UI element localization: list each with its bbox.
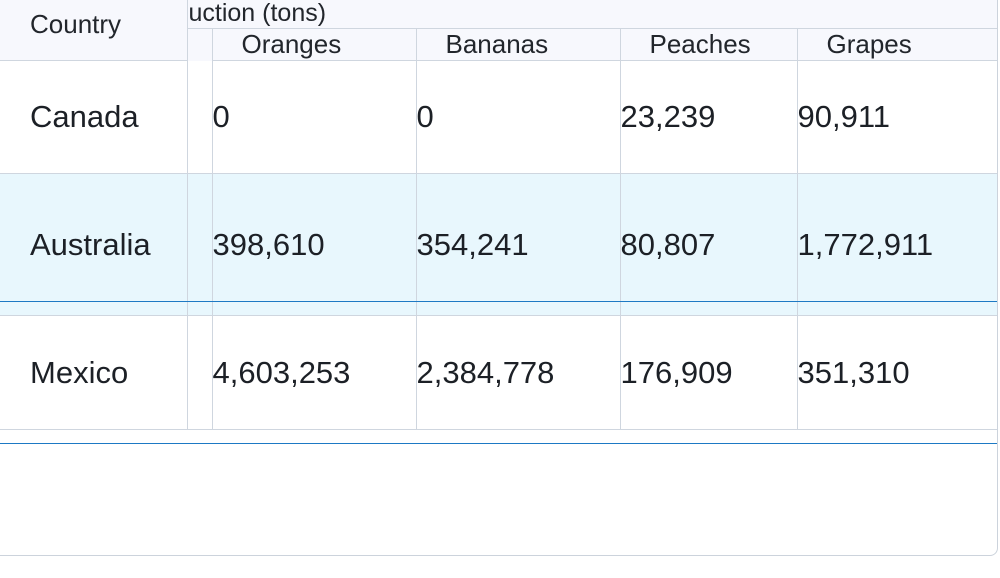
cell-grapes: 351,310 bbox=[797, 315, 997, 430]
column-group-spacer bbox=[187, 28, 213, 61]
cell-grapes: 90,911 bbox=[797, 60, 997, 174]
cell-bananas: 0 bbox=[416, 60, 621, 174]
fruit-production-table: Country uction (tons) Oranges Bananas Pe… bbox=[0, 0, 997, 430]
cell-peaches: 176,909 bbox=[620, 315, 798, 430]
table-row-australia-selected[interactable]: Australia 398,610 354,241 80,807 1,772,9… bbox=[0, 173, 997, 316]
table-row-canada[interactable]: Canada 0 0 23,239 90,911 bbox=[0, 60, 997, 174]
cell-country: Australia bbox=[0, 173, 188, 316]
cell-oranges: 398,610 bbox=[212, 173, 417, 316]
cell-bananas: 2,384,778 bbox=[416, 315, 621, 430]
column-group-header-production: uction (tons) bbox=[187, 0, 997, 29]
column-header-oranges[interactable]: Oranges bbox=[212, 28, 417, 61]
column-header-bananas[interactable]: Bananas bbox=[416, 28, 621, 61]
table-row-mexico[interactable]: Mexico 4,603,253 2,384,778 176,909 351,3… bbox=[0, 315, 997, 430]
row-spacer bbox=[187, 173, 213, 316]
cell-country: Mexico bbox=[0, 315, 188, 430]
cell-bananas: 354,241 bbox=[416, 173, 621, 316]
cell-peaches: 80,807 bbox=[620, 173, 798, 316]
cell-country: Canada bbox=[0, 60, 188, 174]
data-table-container: Country uction (tons) Oranges Bananas Pe… bbox=[0, 0, 998, 556]
cell-peaches: 23,239 bbox=[620, 60, 798, 174]
column-header-peaches[interactable]: Peaches bbox=[620, 28, 798, 61]
column-header-grapes[interactable]: Grapes bbox=[797, 28, 997, 61]
cell-grapes: 1,772,911 bbox=[797, 173, 997, 316]
cell-oranges: 4,603,253 bbox=[212, 315, 417, 430]
row-spacer bbox=[187, 315, 213, 430]
column-header-country[interactable]: Country bbox=[0, 0, 188, 61]
cell-oranges: 0 bbox=[212, 60, 417, 174]
row-spacer bbox=[187, 60, 213, 174]
